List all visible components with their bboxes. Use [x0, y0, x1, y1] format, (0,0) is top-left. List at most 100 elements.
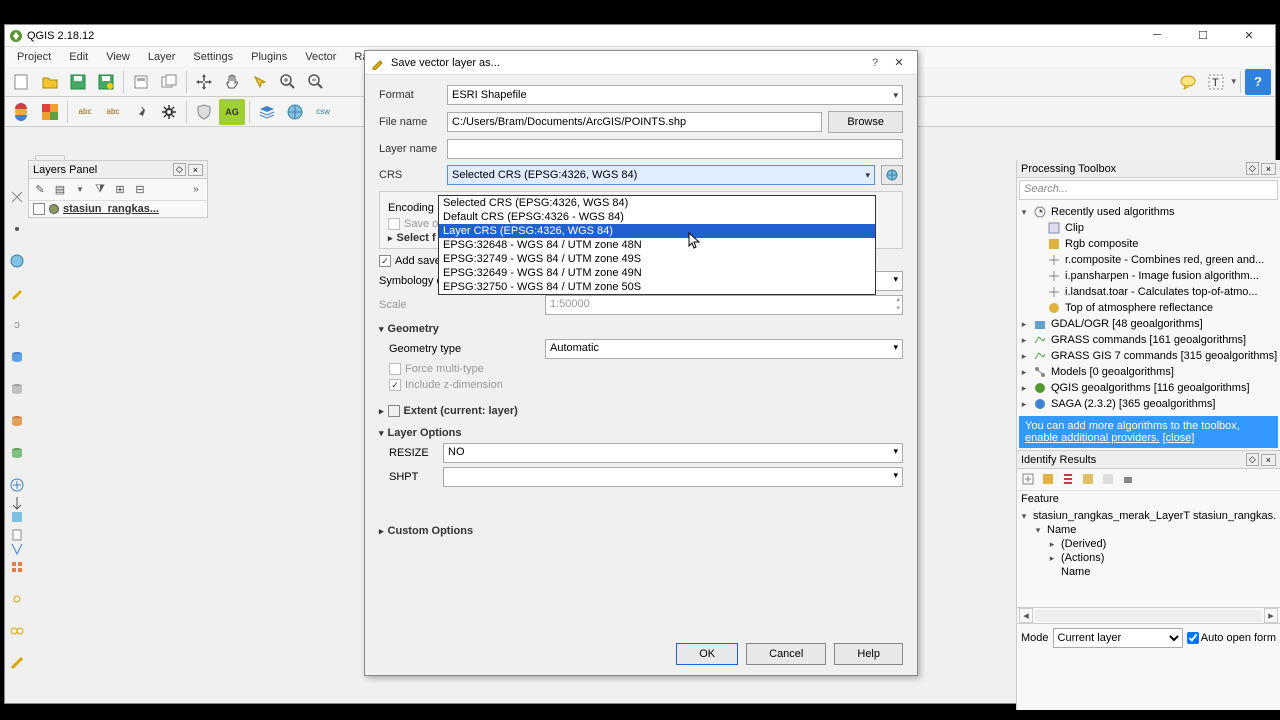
- collapse-icon[interactable]: ⊟: [131, 183, 149, 196]
- layername-input[interactable]: [447, 139, 903, 159]
- v-db4-icon[interactable]: [4, 440, 30, 466]
- encoding-combo[interactable]: [876, 198, 896, 218]
- text-icon[interactable]: T: [1203, 69, 1229, 95]
- pin-panel-icon[interactable]: ◇: [173, 163, 186, 176]
- v-pencil-icon[interactable]: [4, 280, 30, 306]
- identify-root[interactable]: ▾stasiun_rangkas_merak_LayerT stasiun_ra…: [1019, 509, 1278, 523]
- table-view-icon[interactable]: [1081, 472, 1097, 488]
- menu-layer[interactable]: Layer: [140, 49, 184, 65]
- tree-item[interactable]: i.landsat.toar - Calculates top-of-atmo.…: [1019, 284, 1278, 300]
- menu-edit[interactable]: Edit: [61, 49, 96, 65]
- style-icon[interactable]: ✎: [31, 183, 49, 196]
- crs-option[interactable]: EPSG:32649 - WGS 84 / UTM zone 49N: [439, 266, 875, 280]
- open-icon[interactable]: [37, 69, 63, 95]
- v-point-icon[interactable]: [4, 216, 30, 242]
- format-combo[interactable]: ESRI Shapefile: [447, 85, 903, 105]
- tree-group[interactable]: ▸SAGA (2.3.2) [365 geoalgorithms]: [1019, 396, 1278, 412]
- label-abc-icon[interactable]: abc: [72, 99, 98, 125]
- tree-item[interactable]: Rgb composite: [1019, 236, 1278, 252]
- menu-project[interactable]: Project: [9, 49, 59, 65]
- help-button[interactable]: Help: [834, 643, 903, 665]
- v-clipboard-icon[interactable]: [4, 522, 30, 548]
- cancel-button[interactable]: Cancel: [746, 643, 826, 665]
- v-tool-icon[interactable]: [4, 184, 30, 210]
- help-icon[interactable]: ?: [1245, 69, 1271, 95]
- scroll-left-icon[interactable]: ◂: [1019, 608, 1033, 623]
- crs-option[interactable]: EPSG:32648 - WGS 84 / UTM zone 48N: [439, 238, 875, 252]
- crs-picker-button[interactable]: [881, 165, 903, 185]
- print-icon[interactable]: [1121, 472, 1137, 488]
- layer-stack-icon[interactable]: [254, 99, 280, 125]
- close-icon[interactable]: ×: [1261, 454, 1276, 466]
- shield-icon[interactable]: [191, 99, 217, 125]
- save-as-icon[interactable]: [93, 69, 119, 95]
- identify-name[interactable]: ▾Name: [1019, 523, 1278, 537]
- add-vector-icon[interactable]: [9, 99, 35, 125]
- layers-more-icon[interactable]: »: [187, 184, 205, 195]
- tree-group[interactable]: ▸QGIS geoalgorithms [116 geoalgorithms]: [1019, 380, 1278, 396]
- select-fields[interactable]: ▸Select f: [388, 232, 436, 244]
- scroll-track[interactable]: [1035, 610, 1262, 622]
- filter-icon[interactable]: ⧩: [91, 183, 109, 196]
- minimize-button[interactable]: ─: [1143, 29, 1171, 42]
- auto-open-checkbox[interactable]: Auto open form: [1187, 632, 1276, 644]
- tree-item[interactable]: i.pansharpen - Image fusion algorithm...: [1019, 268, 1278, 284]
- v-grid-icon[interactable]: [4, 554, 30, 580]
- processing-search[interactable]: Search...: [1019, 180, 1278, 200]
- tree-view-icon[interactable]: [1061, 472, 1077, 488]
- menu-view[interactable]: View: [98, 49, 138, 65]
- identify-derived[interactable]: ▸(Derived): [1019, 537, 1278, 551]
- geom-type-combo[interactable]: Automatic: [545, 339, 903, 359]
- shpt-combo[interactable]: [443, 467, 903, 487]
- browse-button[interactable]: Browse: [828, 111, 903, 133]
- pin-icon[interactable]: ◇: [1246, 453, 1259, 466]
- crs-option[interactable]: EPSG:32749 - WGS 84 / UTM zone 49S: [439, 252, 875, 266]
- v-db-icon[interactable]: [4, 344, 30, 370]
- v-arrow-icon[interactable]: [4, 490, 30, 516]
- identify-scroll[interactable]: ◂ ▸: [1017, 607, 1280, 623]
- dialog-close-icon[interactable]: ✕: [887, 56, 911, 69]
- layer-visibility-checkbox[interactable]: [33, 203, 45, 215]
- tips-icon[interactable]: [1175, 69, 1201, 95]
- zoom-out-icon[interactable]: [303, 69, 329, 95]
- tree-group[interactable]: ▸Models [0 geoalgorithms]: [1019, 364, 1278, 380]
- layer-options-title[interactable]: ▾Layer Options: [379, 427, 903, 439]
- layer-item[interactable]: stasiun_rangkas...: [29, 201, 207, 217]
- mode-select[interactable]: Current layer: [1053, 628, 1183, 648]
- close-button[interactable]: ✕: [1235, 29, 1263, 42]
- v-link2-icon[interactable]: [4, 618, 30, 644]
- collapse-all-icon[interactable]: [1041, 472, 1057, 488]
- clear-icon[interactable]: [1101, 472, 1117, 488]
- scroll-right-icon[interactable]: ▸: [1264, 608, 1278, 623]
- crs-option[interactable]: Selected CRS (EPSG:4326, WGS 84): [439, 196, 875, 210]
- menu-settings[interactable]: Settings: [185, 49, 241, 65]
- maximize-button[interactable]: ☐: [1189, 29, 1217, 42]
- close-panel-icon[interactable]: ×: [188, 164, 203, 176]
- resize-combo[interactable]: NO: [443, 443, 903, 463]
- dialog-help-icon[interactable]: ?: [863, 57, 887, 69]
- v-link-icon[interactable]: [4, 586, 30, 612]
- menu-plugins[interactable]: Plugins: [243, 49, 295, 65]
- pan-selection-icon[interactable]: [247, 69, 273, 95]
- composer-manager-icon[interactable]: [156, 69, 182, 95]
- tree-item[interactable]: Top of atmosphere reflectance: [1019, 300, 1278, 316]
- crs-option[interactable]: Default CRS (EPSG:4326 - WGS 84): [439, 210, 875, 224]
- crs-option[interactable]: EPSG:32750 - WGS 84 / UTM zone 50S: [439, 280, 875, 294]
- close-icon[interactable]: ×: [1261, 163, 1276, 175]
- gear-icon[interactable]: [156, 99, 182, 125]
- v-globe-icon[interactable]: [4, 248, 30, 274]
- hand-icon[interactable]: [219, 69, 245, 95]
- new-project-icon[interactable]: [9, 69, 35, 95]
- close-banner-link[interactable]: [close]: [1163, 432, 1195, 444]
- tree-group[interactable]: ▸GDAL/OGR [48 geoalgorithms]: [1019, 316, 1278, 332]
- v-comma-icon[interactable]: ɔ: [4, 312, 30, 338]
- save-icon[interactable]: [65, 69, 91, 95]
- tree-recent[interactable]: ▾Recently used algorithms: [1019, 204, 1278, 220]
- label-abc2-icon[interactable]: abc: [100, 99, 126, 125]
- crs-option-selected[interactable]: Layer CRS (EPSG:4326, WGS 84): [439, 224, 875, 238]
- geometry-title[interactable]: ▾Geometry: [379, 323, 903, 335]
- add-raster-icon[interactable]: [37, 99, 63, 125]
- extent-title[interactable]: ▸Extent (current: layer): [379, 405, 903, 417]
- expand-all-icon[interactable]: [1021, 472, 1037, 488]
- tree-group[interactable]: ▸GRASS GIS 7 commands [315 geoalgorithms…: [1019, 348, 1278, 364]
